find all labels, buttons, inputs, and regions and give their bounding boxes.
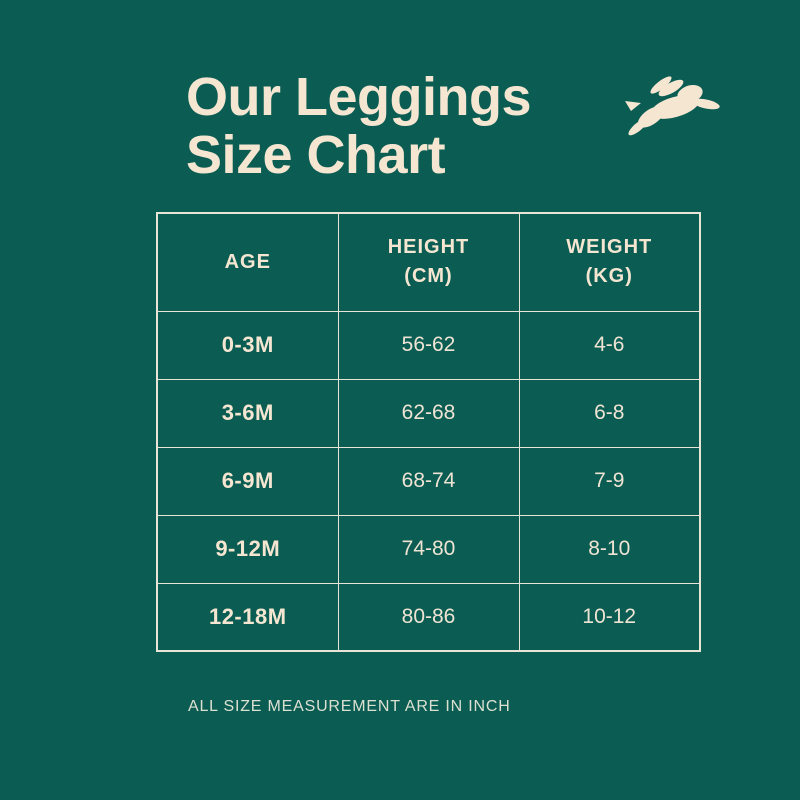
height-cell: 80-86	[337, 582, 520, 652]
table-row: 12-18M 80-86 10-12	[156, 582, 701, 652]
weight-cell: 10-12	[518, 582, 701, 652]
size-chart-table: AGE HEIGHT (CM) WEIGHT (KG) 0-3M 56-62 4…	[156, 212, 701, 652]
table-row: 0-3M 56-62 4-6	[156, 310, 701, 380]
column-header-weight-label: WEIGHT	[566, 236, 653, 259]
column-header-age: AGE	[156, 212, 339, 312]
footer-note: ALL SIZE MEASUREMENT ARE IN INCH	[188, 698, 511, 715]
table-header-row: AGE HEIGHT (CM) WEIGHT (KG)	[156, 212, 701, 312]
column-header-height: HEIGHT (CM)	[337, 212, 520, 312]
column-header-weight: WEIGHT (KG)	[518, 212, 701, 312]
column-header-weight-sub: (KG)	[585, 265, 633, 288]
age-cell: 6-9M	[156, 446, 339, 516]
title-line-1: Our Leggings	[186, 67, 532, 127]
title-line-2: Size Chart	[186, 125, 446, 185]
age-cell: 3-6M	[156, 378, 339, 448]
weight-cell: 7-9	[518, 446, 701, 516]
table-row: 3-6M 62-68 6-8	[156, 378, 701, 448]
age-cell: 9-12M	[156, 514, 339, 584]
column-header-age-label: AGE	[224, 250, 271, 273]
height-cell: 68-74	[337, 446, 520, 516]
column-header-height-sub: (CM)	[404, 265, 453, 288]
weight-cell: 8-10	[518, 514, 701, 584]
weight-cell: 6-8	[518, 378, 701, 448]
leaping-rabbit-icon	[625, 76, 720, 136]
age-cell: 0-3M	[156, 310, 339, 380]
age-cell: 12-18M	[156, 582, 339, 652]
height-cell: 62-68	[337, 378, 520, 448]
table-row: 9-12M 74-80 8-10	[156, 514, 701, 584]
height-cell: 74-80	[337, 514, 520, 584]
page-title: Our Leggings Size Chart	[186, 67, 532, 185]
weight-cell: 4-6	[518, 310, 701, 380]
height-cell: 56-62	[337, 310, 520, 380]
table-row: 6-9M 68-74 7-9	[156, 446, 701, 516]
column-header-height-label: HEIGHT	[387, 236, 470, 259]
